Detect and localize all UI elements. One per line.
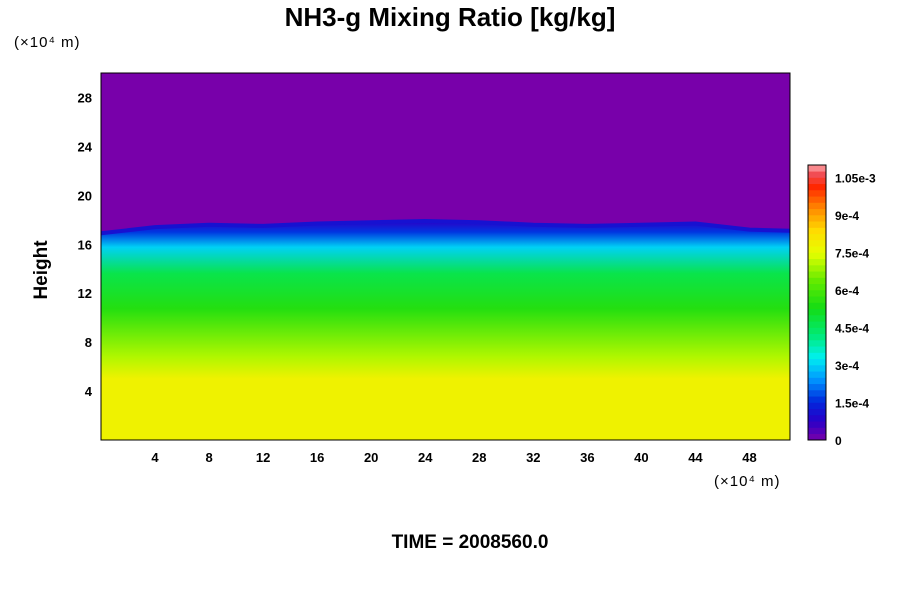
colorbar-tick-label: 1.05e-3 — [835, 172, 876, 186]
y-tick-label: 12 — [78, 286, 92, 301]
colorbar-segment — [808, 433, 826, 441]
colorbar-segment — [808, 258, 826, 266]
colorbar-tick-label: 0 — [835, 434, 842, 448]
colorbar-segment — [808, 240, 826, 247]
colorbar-segment — [808, 333, 826, 341]
colorbar-segment — [808, 365, 826, 372]
x-tick-label: 20 — [364, 450, 378, 465]
colorbar-segment — [808, 371, 826, 378]
y-tick-label: 20 — [78, 188, 92, 203]
colorbar-segment — [808, 177, 826, 185]
plot-area — [100, 72, 791, 441]
x-tick-label: 24 — [418, 450, 433, 465]
colorbar-segment — [808, 352, 826, 360]
x-axis-ticks: 4 8 12 16 20 24 28 32 36 40 44 48 — [151, 450, 756, 465]
colorbar-tick-label: 3e-4 — [835, 359, 859, 373]
field-lower — [101, 221, 790, 440]
colorbar-segment — [808, 315, 826, 322]
y-axis-unit: (×10⁴ m) — [14, 34, 81, 51]
colorbar-segment — [808, 383, 826, 391]
x-tick-label: 28 — [472, 450, 486, 465]
y-tick-label: 4 — [85, 384, 93, 399]
colorbar-segment — [808, 321, 826, 328]
colorbar-segment — [808, 196, 826, 203]
colorbar-segment — [808, 402, 826, 410]
colorbar-segment — [808, 327, 826, 335]
x-tick-label: 40 — [634, 450, 648, 465]
x-tick-label: 4 — [151, 450, 159, 465]
colorbar-segment — [808, 165, 826, 172]
plot-frame — [100, 72, 791, 441]
colorbar-segment — [808, 265, 826, 272]
colorbar-segment — [808, 190, 826, 197]
chart-title: NH3-g Mixing Ratio [kg/kg] — [284, 2, 616, 32]
colorbar-segment — [808, 415, 826, 422]
cloud-top-boundary — [100, 219, 791, 236]
colorbar-segment — [808, 221, 826, 228]
colorbar-segment — [808, 246, 826, 253]
colorbar-frame — [807, 164, 827, 441]
colorbar-segment — [808, 358, 826, 366]
colorbar-segment — [808, 171, 826, 178]
colorbar-segment — [808, 427, 826, 435]
colorbar-segment — [808, 252, 826, 260]
colorbar-segment — [808, 340, 826, 347]
y-tick-label: 24 — [78, 139, 93, 154]
colorbar-tick-label: 9e-4 — [835, 209, 859, 223]
x-tick-label: 48 — [742, 450, 756, 465]
colorbar-segment — [808, 408, 826, 416]
x-tick-label: 12 — [256, 450, 270, 465]
x-axis-unit: (×10⁴ m) — [714, 473, 781, 490]
colorbar-segment — [808, 271, 826, 278]
colorbar-segment — [808, 390, 826, 397]
colorbar-segment — [808, 233, 826, 241]
colorbar-segment — [808, 346, 826, 353]
colorbar-segment — [808, 308, 826, 316]
x-tick-label: 32 — [526, 450, 540, 465]
y-axis-ticks: 4 8 12 16 20 24 28 — [78, 90, 93, 399]
colorbar-segment — [808, 283, 826, 291]
colorbar-segment — [808, 202, 826, 210]
colorbar-tick-label: 1.5e-4 — [835, 397, 869, 411]
y-tick-label: 28 — [78, 90, 92, 105]
colorbar-segment — [808, 183, 826, 191]
colorbar-segment — [808, 227, 826, 235]
colorbar-segment — [808, 290, 826, 297]
colorbar-segment — [808, 421, 826, 428]
colorbar: 0 1.5e-4 3e-4 4.5e-4 6e-4 7.5e-4 9e-4 1.05e-3 — [807, 164, 876, 448]
colorbar-segment — [808, 296, 826, 303]
x-tick-label: 44 — [688, 450, 703, 465]
x-tick-label: 8 — [205, 450, 212, 465]
colorbar-segment — [808, 215, 826, 222]
colorbar-segment — [808, 377, 826, 385]
colorbar-tick-label: 6e-4 — [835, 284, 859, 298]
colorbar-tick-label: 7.5e-4 — [835, 247, 869, 261]
colorbar-segment — [808, 302, 826, 310]
x-tick-label: 16 — [310, 450, 324, 465]
time-label: TIME = 2008560.0 — [391, 532, 549, 553]
colorbar-segment — [808, 396, 826, 403]
y-tick-label: 8 — [85, 335, 92, 350]
y-tick-label: 16 — [78, 237, 92, 252]
colorbar-tick-label: 4.5e-4 — [835, 322, 869, 336]
colorbar-segment — [808, 277, 826, 285]
x-tick-label: 36 — [580, 450, 594, 465]
colorbar-segment — [808, 208, 826, 216]
